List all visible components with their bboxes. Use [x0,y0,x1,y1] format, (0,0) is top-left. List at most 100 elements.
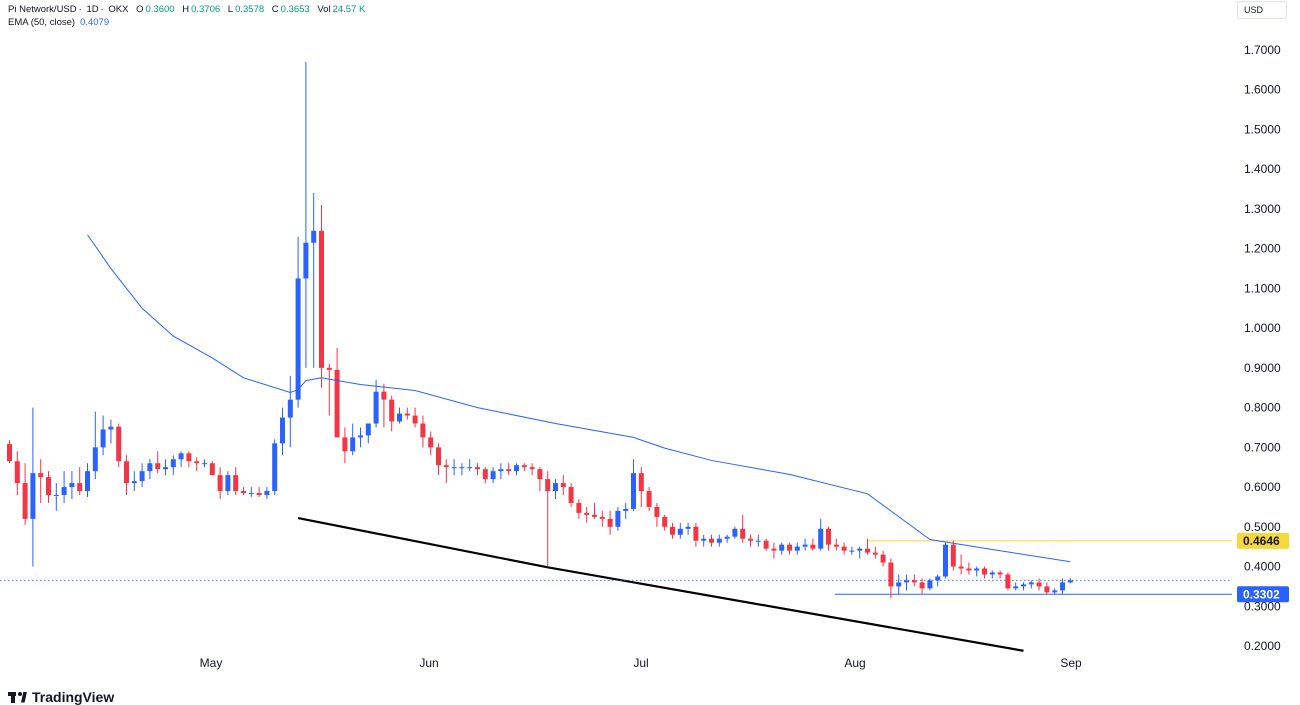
horizontal-lines-layer [0,540,1232,595]
tradingview-logo-text: TradingView [32,689,115,705]
candle [888,558,894,599]
candle-body [92,447,98,472]
volume-label: Vol [317,4,331,15]
candle [584,506,590,523]
candle [475,463,480,476]
y-tick-label: 0.6000 [1244,480,1281,494]
candle [560,475,566,496]
y-tick-label: 0.9000 [1244,361,1281,375]
y-tick-label: 1.7000 [1244,43,1281,57]
candle [919,578,925,595]
support-price-badge: 0.3302 [1237,586,1289,603]
candle-body [584,512,590,515]
candle [170,455,176,476]
ema-legend[interactable]: EMA (50, close) 0.4079 [8,17,111,28]
candle-body [334,369,340,438]
candle [241,487,246,496]
candle [576,498,582,519]
candle-body [982,568,987,575]
candle-body [381,391,387,400]
candle [787,542,792,555]
candle-body [1013,586,1019,589]
y-tick-label: 1.0000 [1244,321,1281,335]
candle [646,487,652,511]
candle [22,463,28,525]
candle-body [225,475,231,492]
candle-body [490,471,496,480]
trendline-layer [297,516,1024,652]
candle-body [459,467,465,469]
x-tick-label: Jul [633,656,648,670]
candle-body [46,477,51,496]
candle-body [638,473,644,492]
candle-body [888,562,894,587]
candle-body [100,429,106,448]
candle-body [241,491,246,494]
candle [623,502,629,519]
candle-body [443,465,449,468]
candle-body [748,538,753,541]
currency-selector[interactable]: USD [1237,1,1287,19]
high-value: 0.3706 [191,4,221,15]
candle-body [833,544,839,547]
y-tick-label: 1.6000 [1244,83,1281,97]
candle [436,443,441,476]
candle-body [428,437,434,448]
candle [1052,588,1058,595]
candle-body [287,399,293,418]
candle-body [116,426,122,462]
candle-body [373,391,379,424]
candle [358,427,363,448]
tradingview-logo[interactable]: TradingView [8,689,114,705]
candle-body [654,506,660,517]
candle-body [186,453,192,462]
candle [833,538,839,551]
candle-body [607,518,613,527]
x-tick-label: Jun [419,656,438,670]
candle-body [1021,584,1026,587]
candle [280,407,285,456]
candle-body [935,576,941,581]
candle [506,463,512,476]
candle [467,459,473,472]
candle-body [779,544,785,551]
candle-body [865,548,870,553]
candle-body [599,516,605,519]
candle [818,518,824,551]
x-tick-label: Sep [1060,656,1082,670]
candle-body [553,483,558,492]
candle [287,375,293,448]
candle [428,431,434,456]
candle [490,467,496,484]
candle [124,455,129,496]
candle-body [1036,582,1042,587]
y-tick-label: 1.5000 [1244,122,1281,136]
candle [997,570,1003,579]
candle [865,538,870,555]
candle-body [467,467,473,469]
candle [771,542,777,559]
candle-body [740,528,746,539]
candle-body [709,538,714,543]
low-value: 0.3578 [235,4,265,15]
candle-body [904,580,909,583]
candle-body [194,461,200,464]
open-value: 0.3600 [145,4,175,15]
candle-body [755,540,761,542]
candle [857,546,863,559]
candle-body [358,435,363,438]
interval-label[interactable]: 1D [86,4,99,15]
candle-body [163,467,168,470]
candle-body [716,538,722,543]
candle [537,467,543,492]
candle-body [38,473,44,478]
candle [194,457,200,472]
candle-body [202,463,207,465]
candle-body [389,399,395,422]
candle-body [1005,574,1011,589]
symbol-name[interactable]: Pi Network/USD [8,4,77,15]
candle [1005,572,1011,591]
candle-body [763,540,769,549]
candle [202,459,207,468]
